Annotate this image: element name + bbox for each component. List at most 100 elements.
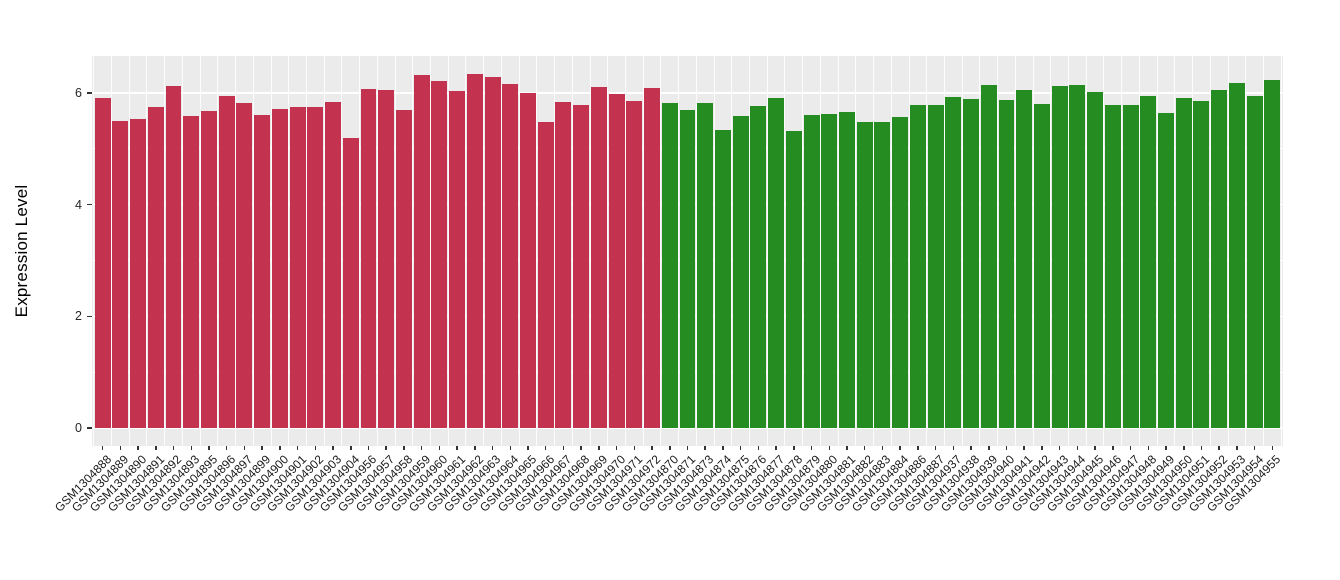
- x-axis-tick: [686, 446, 689, 450]
- gridline-minor-x: [323, 56, 325, 446]
- x-axis-tick: [1112, 446, 1114, 450]
- y-tick-label: 2: [75, 309, 82, 324]
- bar: [431, 80, 448, 429]
- x-axis-tick: [704, 446, 706, 450]
- x-axis-tick: [474, 446, 476, 450]
- bar: [1122, 105, 1139, 429]
- bar: [626, 100, 643, 429]
- x-axis-tick: [243, 446, 246, 450]
- gridline-minor-x: [93, 56, 95, 446]
- y-axis-tick: [87, 203, 92, 206]
- gridline-minor-x: [1050, 56, 1052, 446]
- bar: [289, 107, 306, 429]
- bar: [856, 122, 873, 429]
- gridline-minor-x: [536, 56, 538, 446]
- x-axis-tick: [899, 446, 901, 450]
- x-axis-tick: [155, 446, 157, 450]
- x-axis-tick: [669, 446, 671, 450]
- x-axis-tick: [1041, 446, 1043, 450]
- x-axis-tick: [101, 446, 104, 450]
- x-axis-tick: [1271, 446, 1274, 450]
- gridline-minor-x: [624, 56, 626, 446]
- gridline-minor-x: [146, 56, 148, 446]
- gridline-minor-x: [483, 56, 485, 446]
- bar: [325, 101, 341, 429]
- gridline-minor-x: [908, 56, 910, 446]
- x-axis-tick: [438, 446, 441, 450]
- x-axis-tick: [1023, 446, 1025, 450]
- x-axis-tick: [917, 446, 919, 450]
- x-axis-tick: [403, 446, 405, 450]
- bar: [200, 110, 217, 429]
- gridline-minor-x: [376, 56, 378, 446]
- x-axis-tick: [509, 446, 512, 450]
- bar: [413, 74, 430, 429]
- gridline-minor-x: [749, 56, 751, 446]
- x-axis-tick: [1129, 446, 1132, 450]
- gridline-minor-x: [394, 56, 396, 446]
- x-axis-tick: [1147, 446, 1150, 450]
- bar: [998, 100, 1015, 429]
- bar: [679, 109, 696, 429]
- bar: [1069, 85, 1086, 429]
- gridline-minor-x: [802, 56, 804, 446]
- bar: [644, 88, 661, 429]
- x-axis-tick: [598, 446, 600, 450]
- gridline-minor-x: [589, 56, 591, 446]
- x-axis-tick: [580, 446, 582, 450]
- gridline-minor-x: [607, 56, 609, 446]
- bar: [502, 83, 519, 429]
- x-axis-tick: [615, 446, 618, 450]
- y-axis-tick: [87, 427, 92, 429]
- gridline-minor-x: [961, 56, 963, 446]
- gridline-minor-x: [270, 56, 272, 446]
- bar: [1211, 89, 1228, 429]
- x-axis-tick: [456, 446, 458, 450]
- bar: [236, 102, 253, 429]
- gridline-minor-x: [252, 56, 254, 446]
- gridline-minor-x: [713, 56, 715, 446]
- gridline-minor-x: [110, 56, 112, 446]
- bar: [945, 97, 962, 429]
- bar: [1175, 98, 1192, 429]
- bar: [254, 114, 271, 429]
- bar: [768, 97, 785, 429]
- gridline-minor-x: [731, 56, 733, 446]
- gridline-minor-x: [164, 56, 166, 446]
- x-axis-tick: [1218, 446, 1220, 450]
- gridline-minor-x: [855, 56, 857, 446]
- gridline-minor-x: [1103, 56, 1105, 446]
- bar: [803, 114, 820, 429]
- gridline-minor-x: [1263, 56, 1264, 446]
- bar: [1033, 104, 1050, 429]
- gridline-minor-x: [678, 56, 680, 446]
- gridline-minor-x: [943, 56, 945, 446]
- gridline-minor-x: [288, 56, 290, 446]
- bar: [608, 93, 625, 429]
- bar: [1016, 89, 1033, 429]
- bar: [980, 85, 997, 429]
- gridline-minor-x: [500, 56, 502, 446]
- x-axis-tick: [739, 446, 742, 450]
- gridline-minor-x: [1121, 56, 1123, 446]
- bar: [94, 98, 111, 429]
- gridline-minor-x: [571, 56, 573, 446]
- x-axis-tick: [757, 446, 760, 450]
- gridline-minor-x: [890, 56, 892, 446]
- x-axis-tick: [562, 446, 565, 450]
- x-axis-tick: [1236, 446, 1238, 450]
- x-axis-tick: [952, 446, 955, 450]
- gridline-minor-x: [1209, 56, 1211, 446]
- bar: [1264, 80, 1281, 429]
- gridline-minor-x: [926, 56, 928, 446]
- gridline-minor-x: [979, 56, 981, 446]
- x-axis-tick: [810, 446, 813, 450]
- gridline-minor-x: [359, 56, 361, 446]
- x-axis-tick: [1165, 446, 1167, 450]
- bar: [732, 116, 749, 429]
- gridline-minor-x: [305, 56, 307, 446]
- bar: [927, 105, 944, 429]
- plot-panel: [92, 56, 1283, 446]
- bar: [1051, 86, 1068, 429]
